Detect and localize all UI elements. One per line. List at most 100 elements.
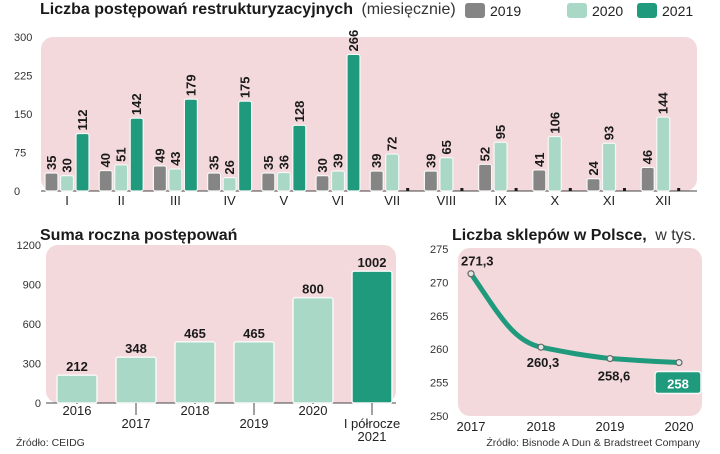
bar-missing-2021 — [677, 188, 681, 191]
shops-category: 2019 — [596, 419, 625, 434]
shops-label-2019: 258,6 — [598, 369, 631, 384]
monthly-title: Liczba postępowań restrukturyzacyjnych (… — [40, 1, 456, 18]
bar-2020-X — [547, 135, 562, 192]
bar-missing-2021 — [568, 188, 572, 191]
shops-ytick: 250 — [430, 411, 448, 423]
bar-label-2020-IX: 95 — [493, 125, 508, 139]
shops-series-line — [468, 271, 682, 366]
bar-2020-I — [59, 175, 75, 192]
bar-label-2021-VI: 266 — [346, 30, 361, 52]
annual-category: I półrocze — [344, 416, 400, 431]
bar-missing-2021 — [406, 188, 410, 191]
bar-2020-VI — [330, 170, 346, 192]
shops-label-2017: 271,3 — [461, 254, 494, 269]
annual-category: 2016 — [63, 403, 92, 418]
monthly-category: II — [118, 193, 125, 208]
legend-swatch-2021 — [637, 3, 657, 18]
bar-2020-III — [168, 168, 183, 192]
monthly-category: III — [170, 193, 181, 208]
shops-plot-bg — [458, 248, 702, 416]
bar-label-2019-III: 49 — [152, 148, 167, 162]
shops-point-2017 — [467, 270, 475, 278]
annual-bar-I półrocze 2021 — [351, 270, 393, 404]
monthly-ytick: 150 — [14, 109, 32, 121]
annual-category: 2021 — [358, 429, 387, 444]
bar-2021-IV — [238, 100, 253, 192]
bar-label-2020-IV: 26 — [222, 160, 237, 174]
monthly-ytick: 75 — [14, 148, 26, 160]
bar-label-2021-I: 112 — [75, 110, 90, 131]
bar-2019-XI — [586, 178, 601, 192]
bar-2021-VI — [346, 53, 361, 192]
bar-label-2019-XI: 24 — [586, 160, 601, 175]
bar-label-2019-IX: 52 — [478, 147, 493, 161]
shops-ytick: 255 — [430, 378, 448, 390]
annual-bar-2018 — [174, 341, 216, 404]
bar-2020-VIII — [439, 157, 454, 192]
bar-2019-VIII — [423, 170, 438, 192]
monthly-plot-bg — [41, 37, 697, 191]
annual-category: 2017 — [122, 416, 151, 431]
bar-2019-V — [261, 172, 276, 192]
bar-label-2020-XI: 93 — [602, 126, 617, 140]
bar-2020-IV — [222, 177, 237, 192]
annual-ytick: 1200 — [17, 240, 41, 252]
bar-2020-II — [114, 164, 129, 192]
monthly-category: I — [65, 193, 69, 208]
monthly-category: X — [550, 193, 559, 208]
monthly-category: V — [279, 193, 288, 208]
shops-x-axis: 2017 2018 2019 2020 — [457, 419, 694, 434]
shops-ytick: 270 — [430, 277, 448, 289]
shops-label-2018: 260,3 — [527, 355, 560, 370]
monthly-category: VI — [332, 193, 344, 208]
bar-label-2019-I: 35 — [44, 156, 59, 170]
shops-title: Liczba sklepów w Polsce, w tys. — [452, 227, 696, 244]
monthly-category: XII — [655, 193, 671, 208]
bar-2020-VII — [385, 153, 400, 192]
bar-label-2020-II: 51 — [114, 147, 129, 161]
monthly-ytick: 225 — [14, 71, 32, 83]
annual-category: 2018 — [181, 403, 210, 418]
source-left: Źródło: CEIDG — [16, 436, 85, 449]
bar-label-2019-IV: 35 — [207, 156, 222, 170]
shops-ytick: 275 — [430, 244, 448, 256]
shops-line: 271,3 260,3 258,6 258 — [461, 254, 702, 395]
bar-2020-XII — [656, 116, 671, 192]
bar-label-2020-III: 43 — [168, 151, 183, 165]
shops-ytick: 260 — [430, 344, 448, 356]
bar-label-2021-V: 128 — [292, 101, 307, 123]
bar-2021-I — [75, 132, 90, 192]
source-right: Źródło: Bisnode A Dun & Bradstreet Compa… — [486, 436, 700, 449]
bar-label-2019-VI: 30 — [315, 158, 330, 172]
monthly-category: XI — [603, 193, 615, 208]
shops-y-axis: 250 255 260 265 270 275 — [430, 244, 448, 423]
bar-2020-V — [276, 171, 291, 192]
shops-ytick: 265 — [430, 311, 448, 323]
bar-label-2019-X: 41 — [532, 152, 547, 166]
bar-2019-I — [44, 172, 59, 192]
legend-swatch-2019 — [465, 3, 485, 18]
annual-category: 2019 — [240, 416, 269, 431]
legend-label-2021: 2021 — [662, 3, 693, 19]
shops-highlight-box — [654, 370, 702, 395]
annual-bar-label: 212 — [66, 359, 88, 374]
legend-swatch-2020 — [567, 3, 587, 18]
monthly-x-axis: I II III IV V VI VII VIII IX X XI XII — [65, 193, 671, 208]
shops-category: 2017 — [457, 419, 486, 434]
bar-label-2020-I: 30 — [60, 158, 75, 172]
annual-bar-label: 465 — [184, 326, 206, 341]
monthly-category: VII — [384, 193, 400, 208]
bar-label-2021-III: 179 — [183, 74, 198, 96]
shops-point-2019 — [606, 354, 614, 363]
bar-2019-VII — [369, 170, 384, 192]
bar-2021-III — [183, 98, 198, 192]
bar-label-2020-X: 106 — [547, 112, 562, 134]
bar-2019-IV — [207, 172, 222, 192]
bar-2019-X — [532, 169, 547, 192]
annual-bar-label: 800 — [302, 282, 324, 297]
annual-ytick: 300 — [23, 359, 41, 371]
bar-label-2020-XII: 144 — [656, 92, 671, 114]
